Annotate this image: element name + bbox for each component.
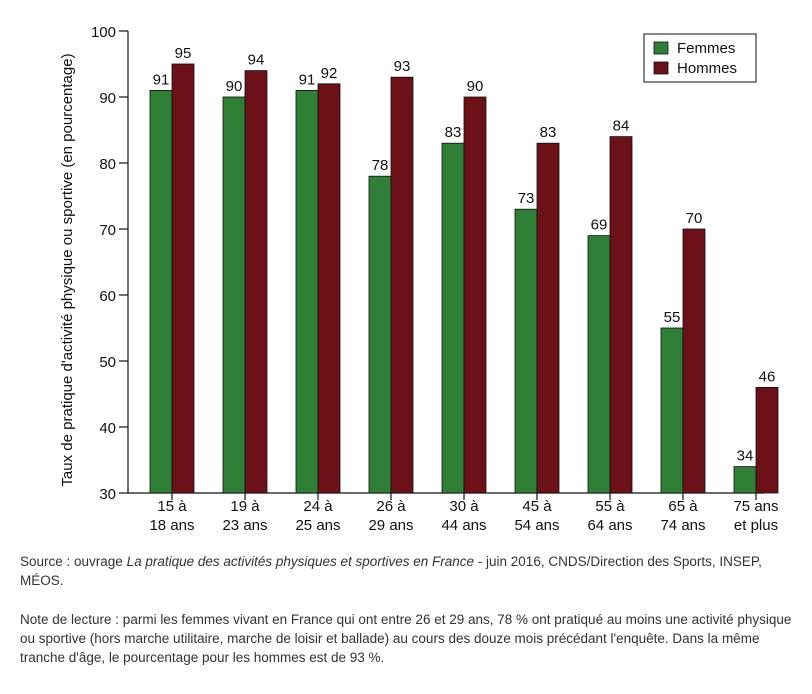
y-tick-label: 60 bbox=[99, 288, 116, 305]
y-tick-label: 30 bbox=[99, 486, 116, 503]
x-tick-label: 19 à 23 ans bbox=[222, 498, 267, 534]
bar-value-label: 70 bbox=[686, 210, 703, 227]
bar-value-label: 92 bbox=[321, 65, 338, 82]
reading-note-text: Note de lecture : parmi les femmes vivan… bbox=[20, 612, 792, 665]
bar-value-label: 93 bbox=[394, 58, 411, 75]
x-tick-label: 55 à 64 ans bbox=[587, 498, 632, 534]
y-tick-label: 40 bbox=[99, 420, 116, 437]
x-tick-label: 65 à 74 ans bbox=[660, 498, 705, 534]
bar-femmes bbox=[660, 327, 684, 494]
bar-femmes bbox=[149, 90, 173, 494]
bar-hommes bbox=[390, 76, 414, 494]
legend-label-femmes: Femmes bbox=[677, 40, 735, 57]
source-title: La pratique des activités physiques et s… bbox=[126, 554, 475, 569]
bar-value-label: 91 bbox=[299, 71, 316, 88]
y-axis-label: Taux de pratique d'activité physique ou … bbox=[59, 53, 76, 486]
bar-value-label: 91 bbox=[153, 71, 170, 88]
y-tick-label: 50 bbox=[99, 354, 116, 371]
bar-femmes bbox=[514, 208, 538, 494]
bar-value-label: 55 bbox=[664, 309, 681, 326]
bar-value-label: 84 bbox=[613, 118, 630, 135]
bar-value-label: 69 bbox=[591, 217, 608, 234]
bar-hommes bbox=[463, 96, 487, 494]
bar-value-label: 90 bbox=[226, 78, 243, 95]
x-tick-label: 30 à 44 ans bbox=[441, 498, 486, 534]
y-tick-label: 80 bbox=[99, 156, 116, 173]
bar-value-label: 78 bbox=[372, 157, 389, 174]
legend-swatch-hommes bbox=[653, 61, 669, 75]
y-tick-label: 70 bbox=[99, 222, 116, 239]
x-tick-label: 45 à 54 ans bbox=[514, 498, 559, 534]
bar-value-labels: 91 95 90 94 91 92 78 93 83 90 73 83 69 84 55 70 34 46 bbox=[153, 45, 776, 465]
bar-hommes bbox=[536, 142, 560, 494]
bar-hommes bbox=[171, 63, 195, 494]
bar-chart: Taux de pratique d'activité physique ou … bbox=[59, 24, 779, 534]
bar-femmes bbox=[733, 466, 757, 494]
bar-value-label: 83 bbox=[445, 124, 462, 141]
legend: Femmes Hommes bbox=[643, 33, 757, 83]
bar-hommes bbox=[755, 386, 779, 494]
legend-label-hommes: Hommes bbox=[677, 60, 737, 77]
bar-hommes bbox=[682, 228, 706, 494]
source-note: Source : ouvrage La pratique des activit… bbox=[20, 552, 800, 590]
x-tick-label: 26 à 29 ans bbox=[368, 498, 413, 534]
bar-value-label: 46 bbox=[759, 368, 776, 385]
bar-value-label: 95 bbox=[175, 45, 192, 62]
bar-femmes bbox=[295, 90, 319, 494]
x-tick-label: 15 à 18 ans bbox=[149, 498, 194, 534]
bar-hommes bbox=[609, 136, 633, 494]
bar-value-label: 34 bbox=[737, 448, 754, 465]
source-prefix: Source : ouvrage bbox=[20, 554, 127, 569]
bar-hommes bbox=[317, 83, 341, 494]
bar-femmes bbox=[441, 142, 465, 494]
y-tick-label: 100 bbox=[91, 24, 116, 41]
bar-value-label: 73 bbox=[518, 190, 535, 207]
bar-femmes bbox=[368, 175, 392, 494]
x-tick-label: 24 à 25 ans bbox=[295, 498, 340, 534]
bar-value-label: 83 bbox=[540, 124, 557, 141]
bar-value-label: 90 bbox=[467, 78, 484, 95]
legend-swatch-femmes bbox=[653, 41, 669, 55]
bar-femmes bbox=[587, 235, 611, 494]
x-axis-tick-labels: 15 à 18 ans 19 à 23 ans 24 à 25 ans 26 à 29 ans… bbox=[149, 493, 779, 534]
y-tick-label: 90 bbox=[99, 90, 116, 107]
reading-note: Note de lecture : parmi les femmes vivan… bbox=[20, 610, 800, 667]
bar-hommes bbox=[244, 70, 268, 494]
x-tick-label: 75 ans et plus bbox=[733, 498, 778, 534]
source-suffix: - juin 2016, CNDS/Direction des Sports, … bbox=[20, 554, 762, 588]
bar-femmes bbox=[222, 96, 246, 494]
bars bbox=[149, 63, 779, 494]
bar-value-label: 94 bbox=[248, 52, 265, 69]
